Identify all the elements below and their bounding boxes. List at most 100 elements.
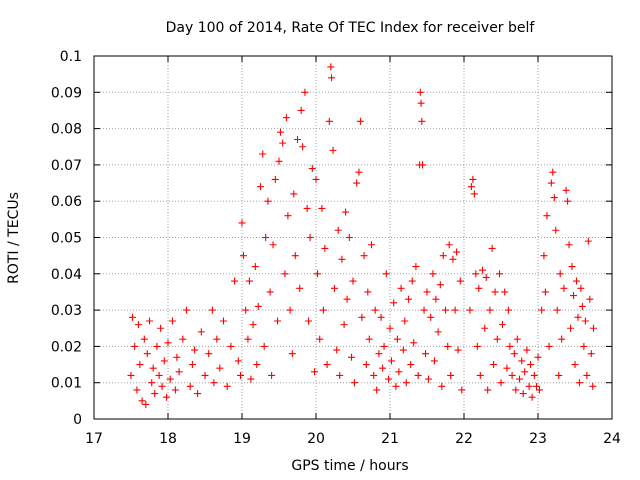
data-point — [356, 117, 364, 125]
data-point — [572, 277, 580, 285]
data-point — [343, 295, 351, 303]
data-point — [334, 226, 342, 234]
data-point — [149, 364, 157, 372]
data-point — [518, 357, 526, 365]
data-point — [131, 342, 139, 350]
data-point — [417, 99, 425, 107]
data-point — [466, 306, 474, 314]
data-point — [260, 342, 268, 350]
data-point — [586, 295, 594, 303]
data-point — [262, 234, 270, 241]
data-point — [410, 339, 418, 347]
data-point — [210, 379, 218, 387]
data-point — [146, 317, 153, 325]
data-point — [164, 339, 172, 347]
data-point — [284, 212, 292, 220]
data-point — [568, 263, 576, 271]
y-tick-label: 0.02 — [51, 339, 82, 355]
data-point — [128, 313, 136, 321]
data-point — [552, 226, 560, 234]
data-point — [143, 350, 151, 358]
data-point — [571, 361, 579, 369]
data-point — [380, 342, 388, 350]
data-point — [482, 273, 490, 281]
data-point — [401, 317, 409, 325]
data-point — [513, 335, 521, 343]
y-tick-label: 0.05 — [51, 231, 82, 247]
data-point — [316, 335, 324, 343]
data-point — [311, 368, 319, 376]
y-tick-label: 0.03 — [51, 303, 82, 319]
data-point — [166, 375, 174, 383]
data-point — [321, 244, 329, 252]
x-tick-label: 20 — [307, 431, 325, 447]
data-point — [547, 179, 555, 187]
y-axis-label: ROTI / TECUs — [6, 192, 22, 284]
data-point — [567, 324, 575, 332]
data-point — [390, 299, 398, 307]
data-point — [541, 288, 549, 296]
data-point — [191, 346, 199, 354]
data-point — [540, 252, 548, 260]
data-point — [306, 234, 314, 241]
data-point — [512, 386, 520, 394]
data-point — [453, 248, 461, 256]
data-point — [274, 317, 282, 325]
data-point — [364, 288, 372, 296]
data-point — [543, 212, 551, 220]
data-point — [447, 371, 455, 379]
data-point — [395, 368, 403, 376]
data-point — [153, 342, 161, 350]
data-point — [562, 186, 570, 194]
data-point — [329, 146, 337, 154]
data-point — [393, 335, 401, 343]
x-tick-label: 21 — [381, 431, 399, 447]
data-point — [590, 324, 597, 332]
y-tick-label: 0.09 — [51, 85, 82, 101]
data-point — [488, 244, 496, 252]
data-point — [151, 390, 159, 398]
data-point — [312, 175, 320, 183]
data-point — [227, 342, 235, 350]
data-point — [296, 284, 304, 292]
data-point — [194, 390, 202, 398]
data-point — [259, 150, 267, 158]
data-point — [407, 361, 415, 369]
data-point — [140, 335, 148, 343]
data-point — [237, 371, 245, 379]
data-point — [575, 379, 583, 387]
data-point — [392, 382, 400, 390]
data-point — [282, 114, 290, 122]
data-point — [234, 357, 242, 365]
data-point — [325, 117, 333, 125]
data-point — [473, 342, 481, 350]
data-point — [368, 241, 375, 249]
y-tick-labels: 0 0.01 0.02 0.03 0.04 0.05 0.06 0.07 0.08 0.09 0.1 — [51, 49, 82, 428]
data-point — [497, 379, 505, 387]
data-point — [323, 361, 331, 369]
data-point — [379, 364, 387, 372]
data-point — [365, 335, 373, 343]
data-point — [340, 321, 348, 329]
data-point — [533, 382, 541, 390]
data-point — [476, 371, 484, 379]
x-tick-label: 19 — [233, 431, 251, 447]
data-point — [163, 393, 171, 401]
data-point — [424, 375, 432, 383]
data-point — [402, 379, 410, 387]
data-point — [286, 306, 294, 314]
data-point — [577, 284, 585, 292]
x-axis-label: GPS time / hours — [291, 458, 408, 474]
data-point — [127, 371, 135, 379]
data-point — [519, 390, 527, 398]
data-point — [556, 270, 564, 278]
data-point — [257, 183, 264, 191]
y-tick-label: 0.06 — [51, 194, 82, 210]
data-point — [439, 252, 447, 260]
data-point — [342, 208, 350, 216]
data-point — [436, 281, 444, 289]
data-point — [430, 357, 438, 365]
data-point — [336, 371, 344, 379]
data-point — [355, 168, 363, 176]
